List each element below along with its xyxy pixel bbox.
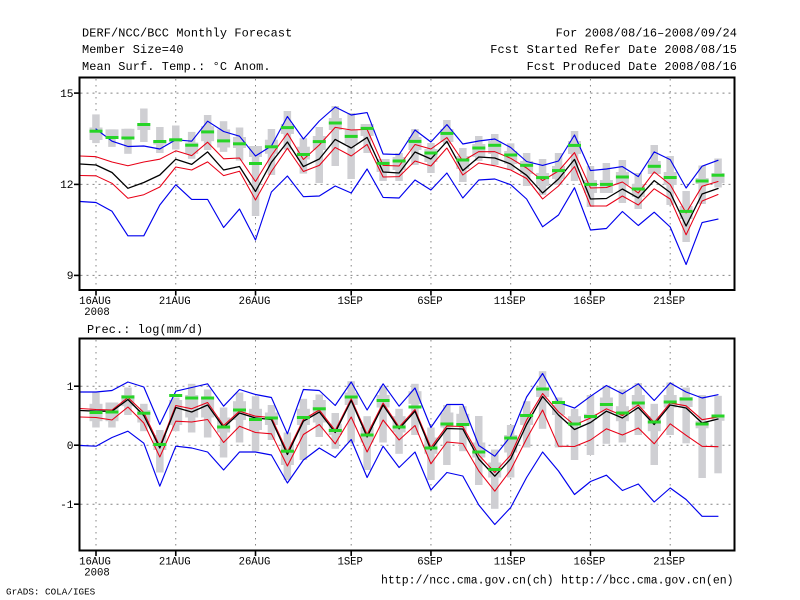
svg-text:-1: -1 (60, 500, 74, 512)
svg-text:2008: 2008 (84, 307, 109, 319)
svg-text:Fcst Started Refer Date 2008/0: Fcst Started Refer Date 2008/08/15 (490, 43, 737, 57)
svg-text:1SEP: 1SEP (337, 296, 362, 308)
svg-text:2008: 2008 (84, 568, 109, 580)
svg-text:http://bcc.cma.gov.cn(en): http://bcc.cma.gov.cn(en) (561, 575, 734, 588)
svg-text:Fcst Produced Date 2008/08/16: Fcst Produced Date 2008/08/16 (527, 60, 737, 74)
svg-text:0: 0 (67, 441, 74, 453)
svg-text:16SEP: 16SEP (574, 296, 606, 308)
svg-text:16SEP: 16SEP (574, 557, 606, 569)
svg-text:11SEP: 11SEP (494, 557, 526, 569)
svg-text:http://ncc.cma.gov.cn(ch): http://ncc.cma.gov.cn(ch) (381, 575, 554, 588)
svg-text:9: 9 (67, 271, 74, 283)
svg-text:26AUG: 26AUG (239, 296, 271, 308)
svg-text:Member Size=40: Member Size=40 (82, 43, 184, 57)
svg-text:26AUG: 26AUG (239, 557, 271, 569)
svg-text:15: 15 (60, 89, 73, 101)
svg-text:21SEP: 21SEP (653, 557, 685, 569)
svg-text:11SEP: 11SEP (494, 296, 526, 308)
svg-text:6SEP: 6SEP (417, 296, 442, 308)
svg-text:21AUG: 21AUG (159, 557, 191, 569)
svg-text:GrADS: COLA/IGES: GrADS: COLA/IGES (6, 587, 96, 598)
svg-text:16AUG: 16AUG (79, 557, 111, 569)
svg-text:6SEP: 6SEP (417, 557, 442, 569)
svg-text:For 2008/08/16–2008/09/24: For 2008/08/16–2008/09/24 (556, 27, 737, 41)
svg-text:12: 12 (60, 180, 73, 192)
svg-text:1SEP: 1SEP (337, 557, 362, 569)
svg-text:Prec.: log(mm/d): Prec.: log(mm/d) (87, 323, 203, 337)
svg-text:Mean Surf. Temp.: °C Anom.: Mean Surf. Temp.: °C Anom. (82, 60, 271, 74)
svg-text:21AUG: 21AUG (159, 296, 191, 308)
svg-text:21SEP: 21SEP (653, 296, 685, 308)
svg-text:1: 1 (67, 382, 74, 394)
svg-text:16AUG: 16AUG (79, 296, 111, 308)
svg-text:DERF/NCC/BCC Monthly Forecast: DERF/NCC/BCC Monthly Forecast (82, 27, 292, 41)
